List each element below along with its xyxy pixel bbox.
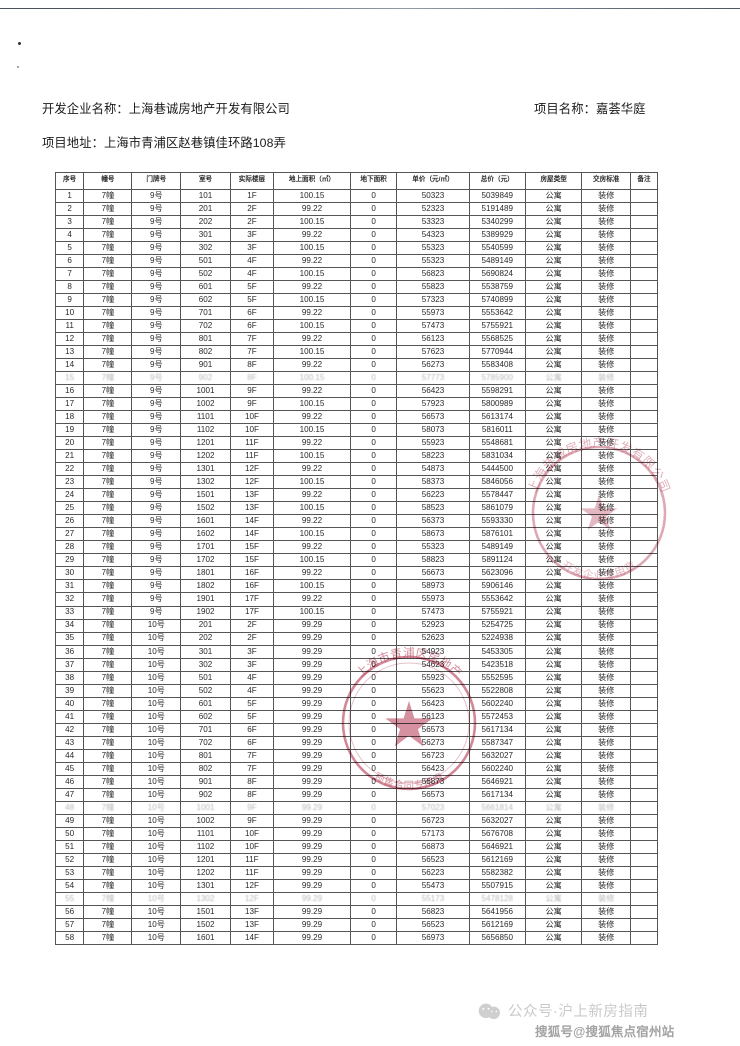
svg-text:预售合同专用章: 预售合同专用章: [372, 770, 447, 792]
svg-text:上海巷诚房地产开发有限公司: 上海巷诚房地产开发有限公司: [525, 436, 672, 495]
svg-text:开发企业专用章: 开发企业专用章: [560, 558, 639, 582]
